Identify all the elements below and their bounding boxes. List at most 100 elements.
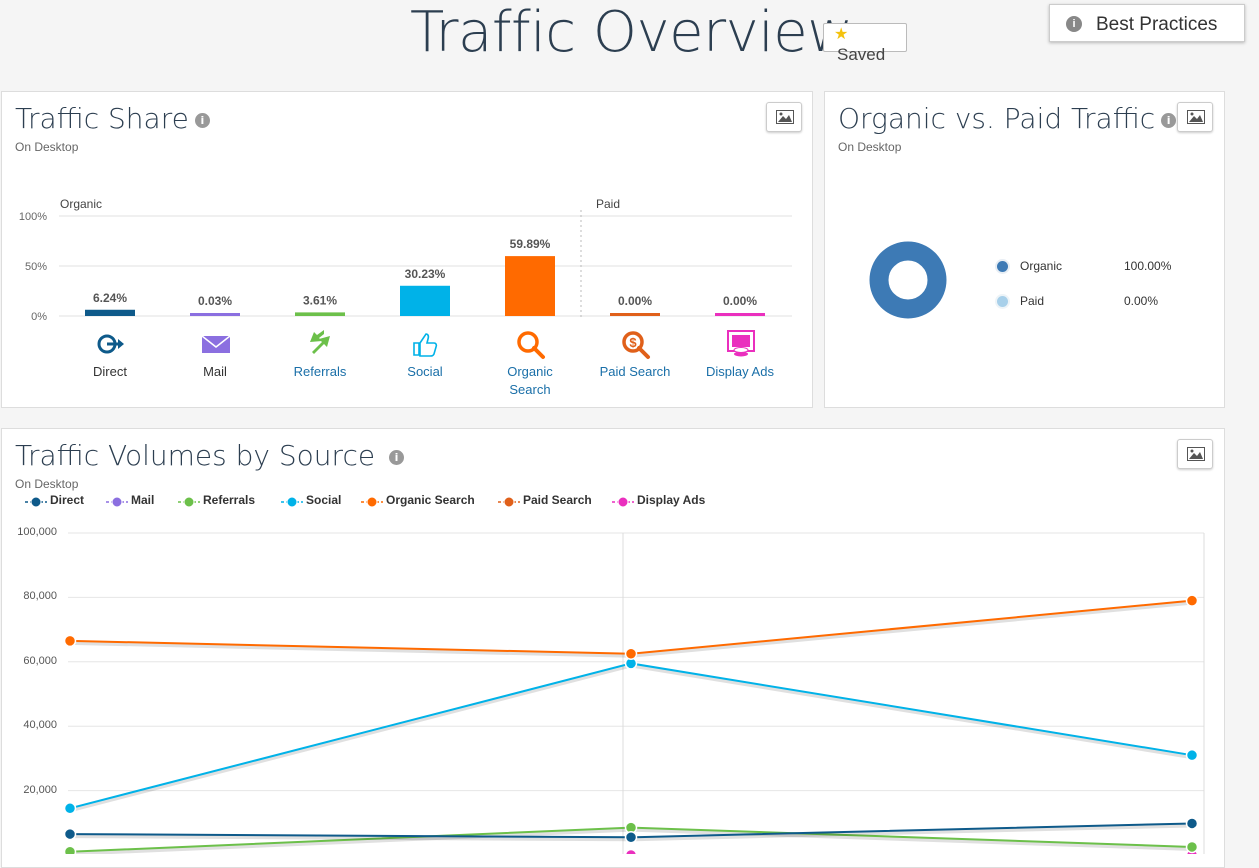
legend-marker-icon: [498, 496, 520, 508]
y-tick-label: 20,000: [23, 783, 57, 796]
bar-mail[interactable]: [190, 313, 240, 316]
legend-label: Social: [306, 493, 342, 507]
traffic-share-panel: Traffic Share i On Desktop 100% 50% 0% Organ…: [1, 91, 813, 408]
legend-marker-icon: [361, 496, 383, 508]
data-point-display-ads[interactable]: [624, 848, 638, 855]
channel-label-referrals[interactable]: Referrals: [293, 364, 347, 379]
legend-item-mail[interactable]: Mail: [106, 493, 154, 508]
legend-item-paid-search[interactable]: Paid Search: [498, 493, 592, 508]
legend-label: Display Ads: [637, 493, 706, 507]
channel-label-paid-search[interactable]: Paid Search: [599, 364, 671, 379]
channel-label-organic-search[interactable]: Organic Search: [485, 363, 575, 399]
traffic-volumes-subtitle: On Desktop: [15, 477, 79, 491]
data-point-direct[interactable]: [624, 831, 638, 844]
channel-label-social[interactable]: Social: [407, 364, 443, 379]
search-icon: [517, 331, 545, 359]
info-icon[interactable]: i: [389, 449, 405, 465]
traffic-share-title-text: Traffic Share: [15, 102, 189, 135]
legend-item-display-ads[interactable]: Display Ads: [612, 493, 705, 508]
bar-organic-search[interactable]: [505, 256, 555, 316]
channel-label-line: Search: [509, 382, 551, 397]
bar-value-label: 0.00%: [618, 294, 652, 308]
y-tick-label: 0%: [31, 311, 47, 323]
series-shadow: [69, 663, 1193, 813]
best-practices-button[interactable]: i Best Practices: [1049, 4, 1245, 42]
referrals-icon: [310, 330, 330, 354]
image-icon: [1187, 447, 1205, 461]
page-title: Traffic Overview: [410, 0, 853, 65]
bar-value-label: 30.23%: [405, 267, 446, 281]
data-point-referrals[interactable]: [1185, 840, 1199, 854]
channel-label-line: Organic: [507, 364, 553, 379]
bar-display-ads[interactable]: [715, 313, 765, 316]
social-icon: [413, 333, 438, 357]
y-tick-label: 100%: [19, 211, 47, 223]
traffic-share-chart: 100% 50% 0% Organic Paid 6.24% 0.03% 3.61% 30.23…: [19, 197, 792, 359]
bar-value-label: 0.00%: [723, 294, 757, 308]
organic-paid-donut: [869, 241, 947, 319]
bar-direct[interactable]: [85, 309, 135, 316]
paid-dot: [997, 296, 1008, 307]
saved-button[interactable]: ★ Saved: [823, 23, 907, 64]
organic-paid-panel: Organic vs. Paid Traffic i On Desktop Org…: [824, 91, 1225, 408]
export-image-button[interactable]: [1177, 439, 1213, 469]
paid-legend-value: 0.00%: [1124, 294, 1159, 308]
legend-item-referrals[interactable]: Referrals: [178, 493, 255, 508]
legend-item-organic-search[interactable]: Organic Search: [361, 493, 475, 508]
legend-item-direct[interactable]: Direct: [25, 493, 84, 508]
organic-paid-title-text: Organic vs. Paid Traffic: [838, 102, 1156, 135]
traffic-share-subtitle: On Desktop: [15, 140, 79, 154]
paid-icon: $: [622, 331, 650, 359]
mail-icon: [201, 335, 231, 353]
channel-label-display-ads[interactable]: Display Ads: [706, 364, 774, 379]
image-icon: [776, 110, 794, 124]
bar-value-label: 59.89%: [510, 237, 551, 251]
data-point-social[interactable]: [63, 802, 77, 815]
data-point-organic-search[interactable]: [624, 647, 638, 660]
channel-label-mail[interactable]: Mail: [203, 364, 227, 379]
traffic-volumes-title: Traffic Volumes by Source i: [15, 439, 405, 472]
info-icon[interactable]: i: [1161, 112, 1177, 128]
legend-label: Direct: [50, 493, 85, 507]
organic-legend-label: Organic: [1020, 259, 1063, 273]
y-tick-label: 100,000: [17, 526, 57, 538]
bar-value-label: 3.61%: [303, 293, 337, 307]
info-icon[interactable]: i: [194, 112, 210, 128]
info-icon: i: [1066, 16, 1082, 32]
channel-label-direct[interactable]: Direct: [93, 364, 127, 379]
y-tick-label: 80,000: [23, 590, 57, 603]
y-tick-label: 40,000: [23, 719, 57, 732]
bar-social[interactable]: [400, 285, 450, 316]
data-point-social[interactable]: [1185, 748, 1199, 762]
export-image-button[interactable]: [766, 102, 802, 132]
legend-item-social[interactable]: Social: [281, 493, 341, 508]
bar-value-label: 6.24%: [93, 291, 127, 305]
star-icon: ★: [834, 26, 849, 43]
data-point-organic-search[interactable]: [63, 634, 77, 648]
data-point-direct[interactable]: [1185, 817, 1199, 830]
saved-label: Saved: [837, 45, 886, 64]
organic-dot: [997, 261, 1008, 272]
data-point-referrals[interactable]: [63, 845, 77, 854]
image-icon: [1187, 110, 1205, 124]
export-image-button[interactable]: [1177, 102, 1213, 132]
data-point-direct[interactable]: [63, 827, 77, 841]
series-line-social[interactable]: [69, 662, 1193, 810]
legend-marker-icon: [281, 496, 303, 508]
bar-value-label: 0.03%: [198, 294, 232, 308]
legend-marker-icon: [25, 496, 47, 508]
traffic-share-title: Traffic Share i: [15, 102, 210, 135]
legend-marker-icon: [178, 496, 200, 508]
paid-legend-row: Paid 0.00%: [997, 293, 1197, 311]
y-tick-label: 50%: [25, 261, 47, 273]
bar-paid-search[interactable]: [610, 313, 660, 316]
paid-group-label: Paid: [596, 197, 620, 211]
legend-label: Paid Search: [523, 493, 592, 507]
data-point-organic-search[interactable]: [1185, 594, 1199, 607]
display-icon: [727, 330, 755, 357]
bar-referrals[interactable]: [295, 312, 345, 316]
donut-organic-slice: [869, 241, 947, 319]
organic-paid-title: Organic vs. Paid Traffic i: [838, 102, 1177, 135]
organic-group-label: Organic: [60, 197, 102, 211]
organic-legend-row: Organic 100.00%: [997, 258, 1197, 276]
